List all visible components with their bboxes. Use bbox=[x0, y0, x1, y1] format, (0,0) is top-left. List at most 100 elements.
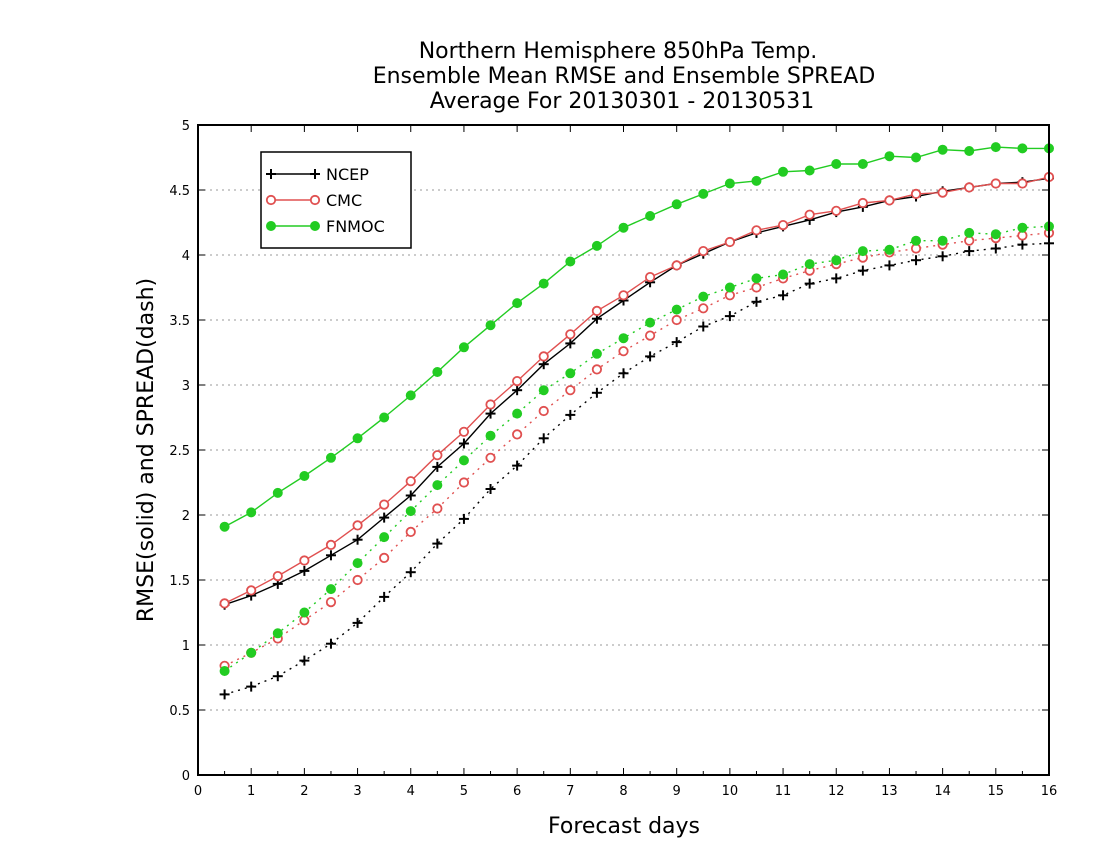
data-point bbox=[831, 255, 842, 266]
data-point bbox=[565, 385, 576, 396]
data-point bbox=[299, 555, 310, 566]
y-tick-label: 0 bbox=[182, 769, 190, 784]
data-point bbox=[671, 337, 682, 348]
data-point bbox=[618, 222, 629, 233]
y-tick-label: 2.5 bbox=[169, 444, 190, 459]
data-point bbox=[644, 271, 656, 283]
y-tick-label: 3 bbox=[182, 379, 190, 394]
data-point bbox=[565, 329, 576, 340]
data-point bbox=[246, 647, 257, 658]
y-tick-label: 4.5 bbox=[169, 184, 190, 199]
data-point bbox=[512, 408, 523, 419]
x-tick-label: 14 bbox=[934, 784, 951, 799]
legend-label: NCEP bbox=[326, 165, 369, 184]
data-point bbox=[325, 638, 336, 649]
x-tick-label: 3 bbox=[353, 784, 361, 799]
data-point bbox=[937, 235, 948, 246]
data-point bbox=[565, 338, 576, 349]
data-point bbox=[272, 487, 283, 498]
y-axis-ticks: 0 0.5 1 1.5 2 2.5 3 3.5 4 4.5 5 bbox=[169, 119, 1049, 784]
series-2 bbox=[219, 142, 1054, 532]
data-point bbox=[325, 596, 337, 608]
data-point bbox=[857, 159, 868, 169]
data-point bbox=[804, 259, 815, 270]
legend-entry: NCEP bbox=[266, 165, 369, 184]
legend-marker-right bbox=[309, 194, 321, 206]
data-point bbox=[325, 539, 337, 551]
data-point bbox=[432, 480, 443, 491]
data-point bbox=[911, 152, 922, 163]
data-point bbox=[645, 351, 656, 362]
x-tick-label: 16 bbox=[1041, 784, 1058, 799]
data-point bbox=[778, 290, 789, 301]
data-point bbox=[645, 211, 656, 221]
data-point bbox=[1017, 222, 1028, 233]
data-point bbox=[990, 142, 1001, 153]
data-point bbox=[538, 433, 549, 444]
title-line-2: Ensemble Mean RMSE and Ensemble SPREAD bbox=[373, 64, 876, 89]
legend-label: FNMOC bbox=[326, 217, 385, 236]
data-point bbox=[751, 175, 762, 186]
data-point bbox=[671, 314, 682, 326]
data-point bbox=[910, 188, 922, 199]
data-point bbox=[379, 412, 390, 423]
data-point bbox=[512, 460, 523, 471]
data-point bbox=[352, 617, 363, 628]
data-point bbox=[432, 538, 443, 549]
data-point bbox=[911, 255, 922, 266]
data-point bbox=[671, 260, 682, 271]
data-point bbox=[591, 240, 602, 251]
data-point bbox=[299, 655, 310, 666]
data-point bbox=[591, 348, 602, 359]
data-point bbox=[1017, 239, 1028, 250]
data-point bbox=[325, 550, 336, 561]
x-tick-label: 1 bbox=[247, 784, 255, 799]
data-point bbox=[698, 188, 709, 199]
data-point bbox=[1017, 178, 1028, 189]
data-point bbox=[698, 321, 709, 332]
y-tick-label: 0.5 bbox=[169, 704, 190, 719]
data-point bbox=[538, 351, 549, 362]
data-point bbox=[751, 282, 762, 293]
x-tick-label: 13 bbox=[881, 784, 898, 799]
data-point bbox=[246, 507, 257, 518]
data-point bbox=[831, 273, 842, 284]
data-point bbox=[485, 484, 496, 494]
data-point bbox=[937, 144, 948, 155]
data-point bbox=[644, 330, 656, 341]
data-point bbox=[1017, 143, 1028, 154]
data-point bbox=[618, 346, 629, 357]
data-point bbox=[618, 290, 629, 301]
data-point bbox=[857, 246, 868, 257]
x-tick-label: 15 bbox=[988, 784, 1005, 799]
data-point bbox=[937, 251, 948, 262]
data-point bbox=[272, 628, 283, 639]
data-point bbox=[565, 409, 576, 420]
legend-marker-left bbox=[266, 169, 276, 179]
data-point bbox=[485, 430, 496, 441]
data-point bbox=[964, 246, 975, 257]
series-3 bbox=[219, 238, 1054, 700]
data-point bbox=[458, 342, 469, 353]
y-tick-label: 2 bbox=[182, 509, 190, 524]
x-tick-label: 4 bbox=[407, 784, 415, 799]
y-tick-label: 1.5 bbox=[169, 574, 190, 589]
data-point bbox=[671, 199, 682, 210]
data-point bbox=[432, 367, 443, 377]
data-point bbox=[538, 405, 549, 417]
data-point bbox=[352, 534, 363, 545]
data-point bbox=[432, 503, 443, 514]
data-point bbox=[485, 452, 496, 463]
x-axis-ticks: 0 1 2 3 4 5 6 7 8 9 10 11 12 13 14 15 16 bbox=[194, 125, 1057, 799]
series-1 bbox=[219, 171, 1055, 609]
data-point bbox=[405, 567, 416, 578]
data-point bbox=[352, 574, 363, 586]
data-point bbox=[405, 506, 416, 517]
y-tick-label: 1 bbox=[182, 639, 190, 654]
data-point bbox=[724, 236, 735, 248]
data-point bbox=[379, 552, 390, 564]
data-point bbox=[990, 229, 1001, 240]
data-point bbox=[458, 477, 470, 488]
data-point bbox=[538, 278, 549, 289]
